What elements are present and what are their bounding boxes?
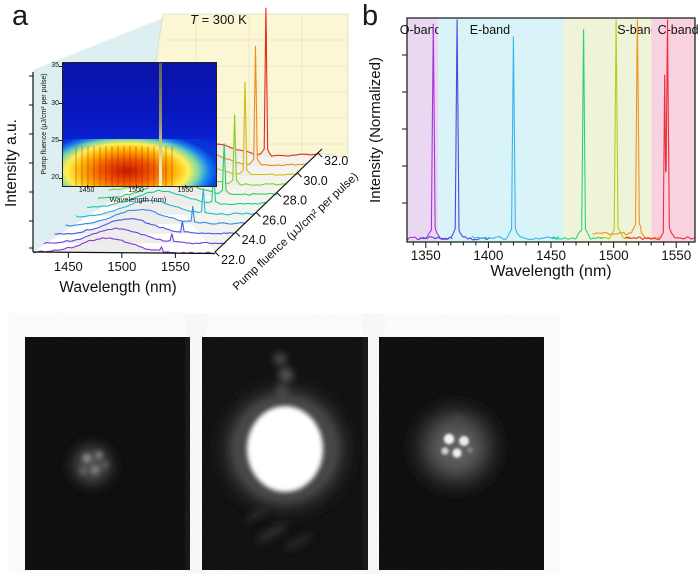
saturated-core-center xyxy=(252,411,318,487)
panel-e-mode-image: e xyxy=(379,337,544,570)
inset-tick-label: 25 xyxy=(51,136,59,144)
emission-plume xyxy=(274,353,293,397)
spectrum-curve xyxy=(33,237,216,255)
inset-tick-mark xyxy=(136,185,138,188)
spectrum-fill xyxy=(33,237,215,254)
z-tick-label: 24.0 xyxy=(242,233,266,247)
x-tick-label: 1550 xyxy=(161,259,190,274)
z-axis-tick xyxy=(214,251,220,257)
spectrum-curve xyxy=(65,206,246,227)
panel-e-letter: e xyxy=(389,347,403,375)
inset-tick-mark xyxy=(185,185,187,188)
z-tick-label: 26.0 xyxy=(262,213,286,227)
inset-tick-label: 30 xyxy=(51,99,59,107)
spectrum-fill xyxy=(76,188,257,217)
band-c-band xyxy=(651,18,695,242)
inset-tick-mark xyxy=(59,140,62,142)
panel-e-canvas: e xyxy=(379,337,544,570)
faint-upper-lobe xyxy=(453,417,465,429)
panel-a-y-axis-title: Intensity a.u. xyxy=(3,119,20,207)
inset-tick-mark xyxy=(59,65,62,67)
x-tick-label: 1500 xyxy=(599,248,629,263)
heatmap-canvas xyxy=(62,62,217,187)
panel-a-x-axis-title: Wavelength (nm) xyxy=(59,279,176,296)
panel-a-label: a xyxy=(12,0,29,32)
panel-b-x-axis-title: Wavelength (nm) xyxy=(490,263,611,280)
panel-c-letter: c xyxy=(35,347,48,375)
lasing-spectrum xyxy=(406,23,453,241)
band-label: E-band xyxy=(470,23,510,37)
spectrum-fill xyxy=(65,206,246,226)
z-tick-label: 22.0 xyxy=(221,253,245,267)
band-label: O-band xyxy=(400,23,442,37)
lasing-spectrum xyxy=(471,36,560,241)
heatmap-lasing-line xyxy=(159,63,162,186)
z-axis-tick xyxy=(297,172,302,178)
x-axis xyxy=(32,251,216,255)
x-tick-label: 1550 xyxy=(661,248,691,263)
spectrum-curve xyxy=(43,227,226,245)
mode-halo xyxy=(414,405,498,489)
panel-d-mode-image: d xyxy=(202,337,368,570)
heatmap-ase-hotspot xyxy=(63,139,216,186)
z-axis-tick xyxy=(317,152,323,158)
inset-tick-label: 35 xyxy=(51,62,59,70)
inset-tick-label: 1500 xyxy=(128,187,144,194)
lasing-spectrum xyxy=(550,29,605,240)
z-axis-tick xyxy=(235,231,241,237)
spectrum-curve xyxy=(54,218,236,235)
panel-d-letter: d xyxy=(212,347,226,375)
panel-c-canvas: c xyxy=(25,337,190,570)
spectrum-fill xyxy=(54,218,236,235)
band-label: C-band xyxy=(658,23,699,37)
z-tick-label: 28.0 xyxy=(283,194,307,208)
inset-tick-label: 1550 xyxy=(177,187,194,194)
spectrum-curve xyxy=(75,188,257,218)
z-axis-tick xyxy=(276,192,282,198)
inset-tick-label: 20 xyxy=(51,174,59,182)
inset-tick-label: 1450 xyxy=(78,187,95,194)
lasing-spectrum xyxy=(599,19,631,240)
spectrum-fill xyxy=(43,228,226,244)
lasing-spectrum xyxy=(417,19,490,241)
temperature-annotation: T = 300 K xyxy=(190,12,247,27)
z-axis xyxy=(214,148,323,253)
x-tick-label: 1450 xyxy=(536,248,566,263)
x-tick-label: 1500 xyxy=(107,259,136,274)
panel-c-mode-image: c xyxy=(25,337,190,570)
z-axis-tick xyxy=(255,212,261,217)
spectrum-curve xyxy=(86,169,267,209)
x-tick-label: 1400 xyxy=(473,248,503,263)
z-tick-label: 30.0 xyxy=(303,174,327,188)
lasing-spectrum xyxy=(624,19,695,241)
x-tick-label: 1450 xyxy=(54,259,83,274)
dim-speckle-spots xyxy=(79,451,109,475)
panel-d-canvas: d xyxy=(202,337,368,570)
inset-tick-mark xyxy=(59,103,62,104)
inset-tick-mark xyxy=(59,177,62,179)
panel-b-y-axis-title: Intensity (Normalized) xyxy=(367,57,384,203)
inset-tick-mark xyxy=(86,185,88,188)
inset-y-axis-title: Pump fluence (μJ/cm² per pulse) xyxy=(41,73,48,175)
spectrum-fill xyxy=(97,143,277,199)
z-tick-label: 32.0 xyxy=(324,154,348,168)
scatter-streaks xyxy=(244,506,313,550)
inset-x-axis-title: Wavelength (nm) xyxy=(109,195,167,204)
bright-mode-lobes xyxy=(441,433,473,458)
heatmap-ase-striations xyxy=(75,146,174,186)
x-tick-label: 1350 xyxy=(411,248,441,263)
panel-a-inset-heatmap: Wavelength (nm) Pump fluence (μJ/cm² per… xyxy=(40,60,230,210)
panel-b-label: b xyxy=(362,0,379,32)
